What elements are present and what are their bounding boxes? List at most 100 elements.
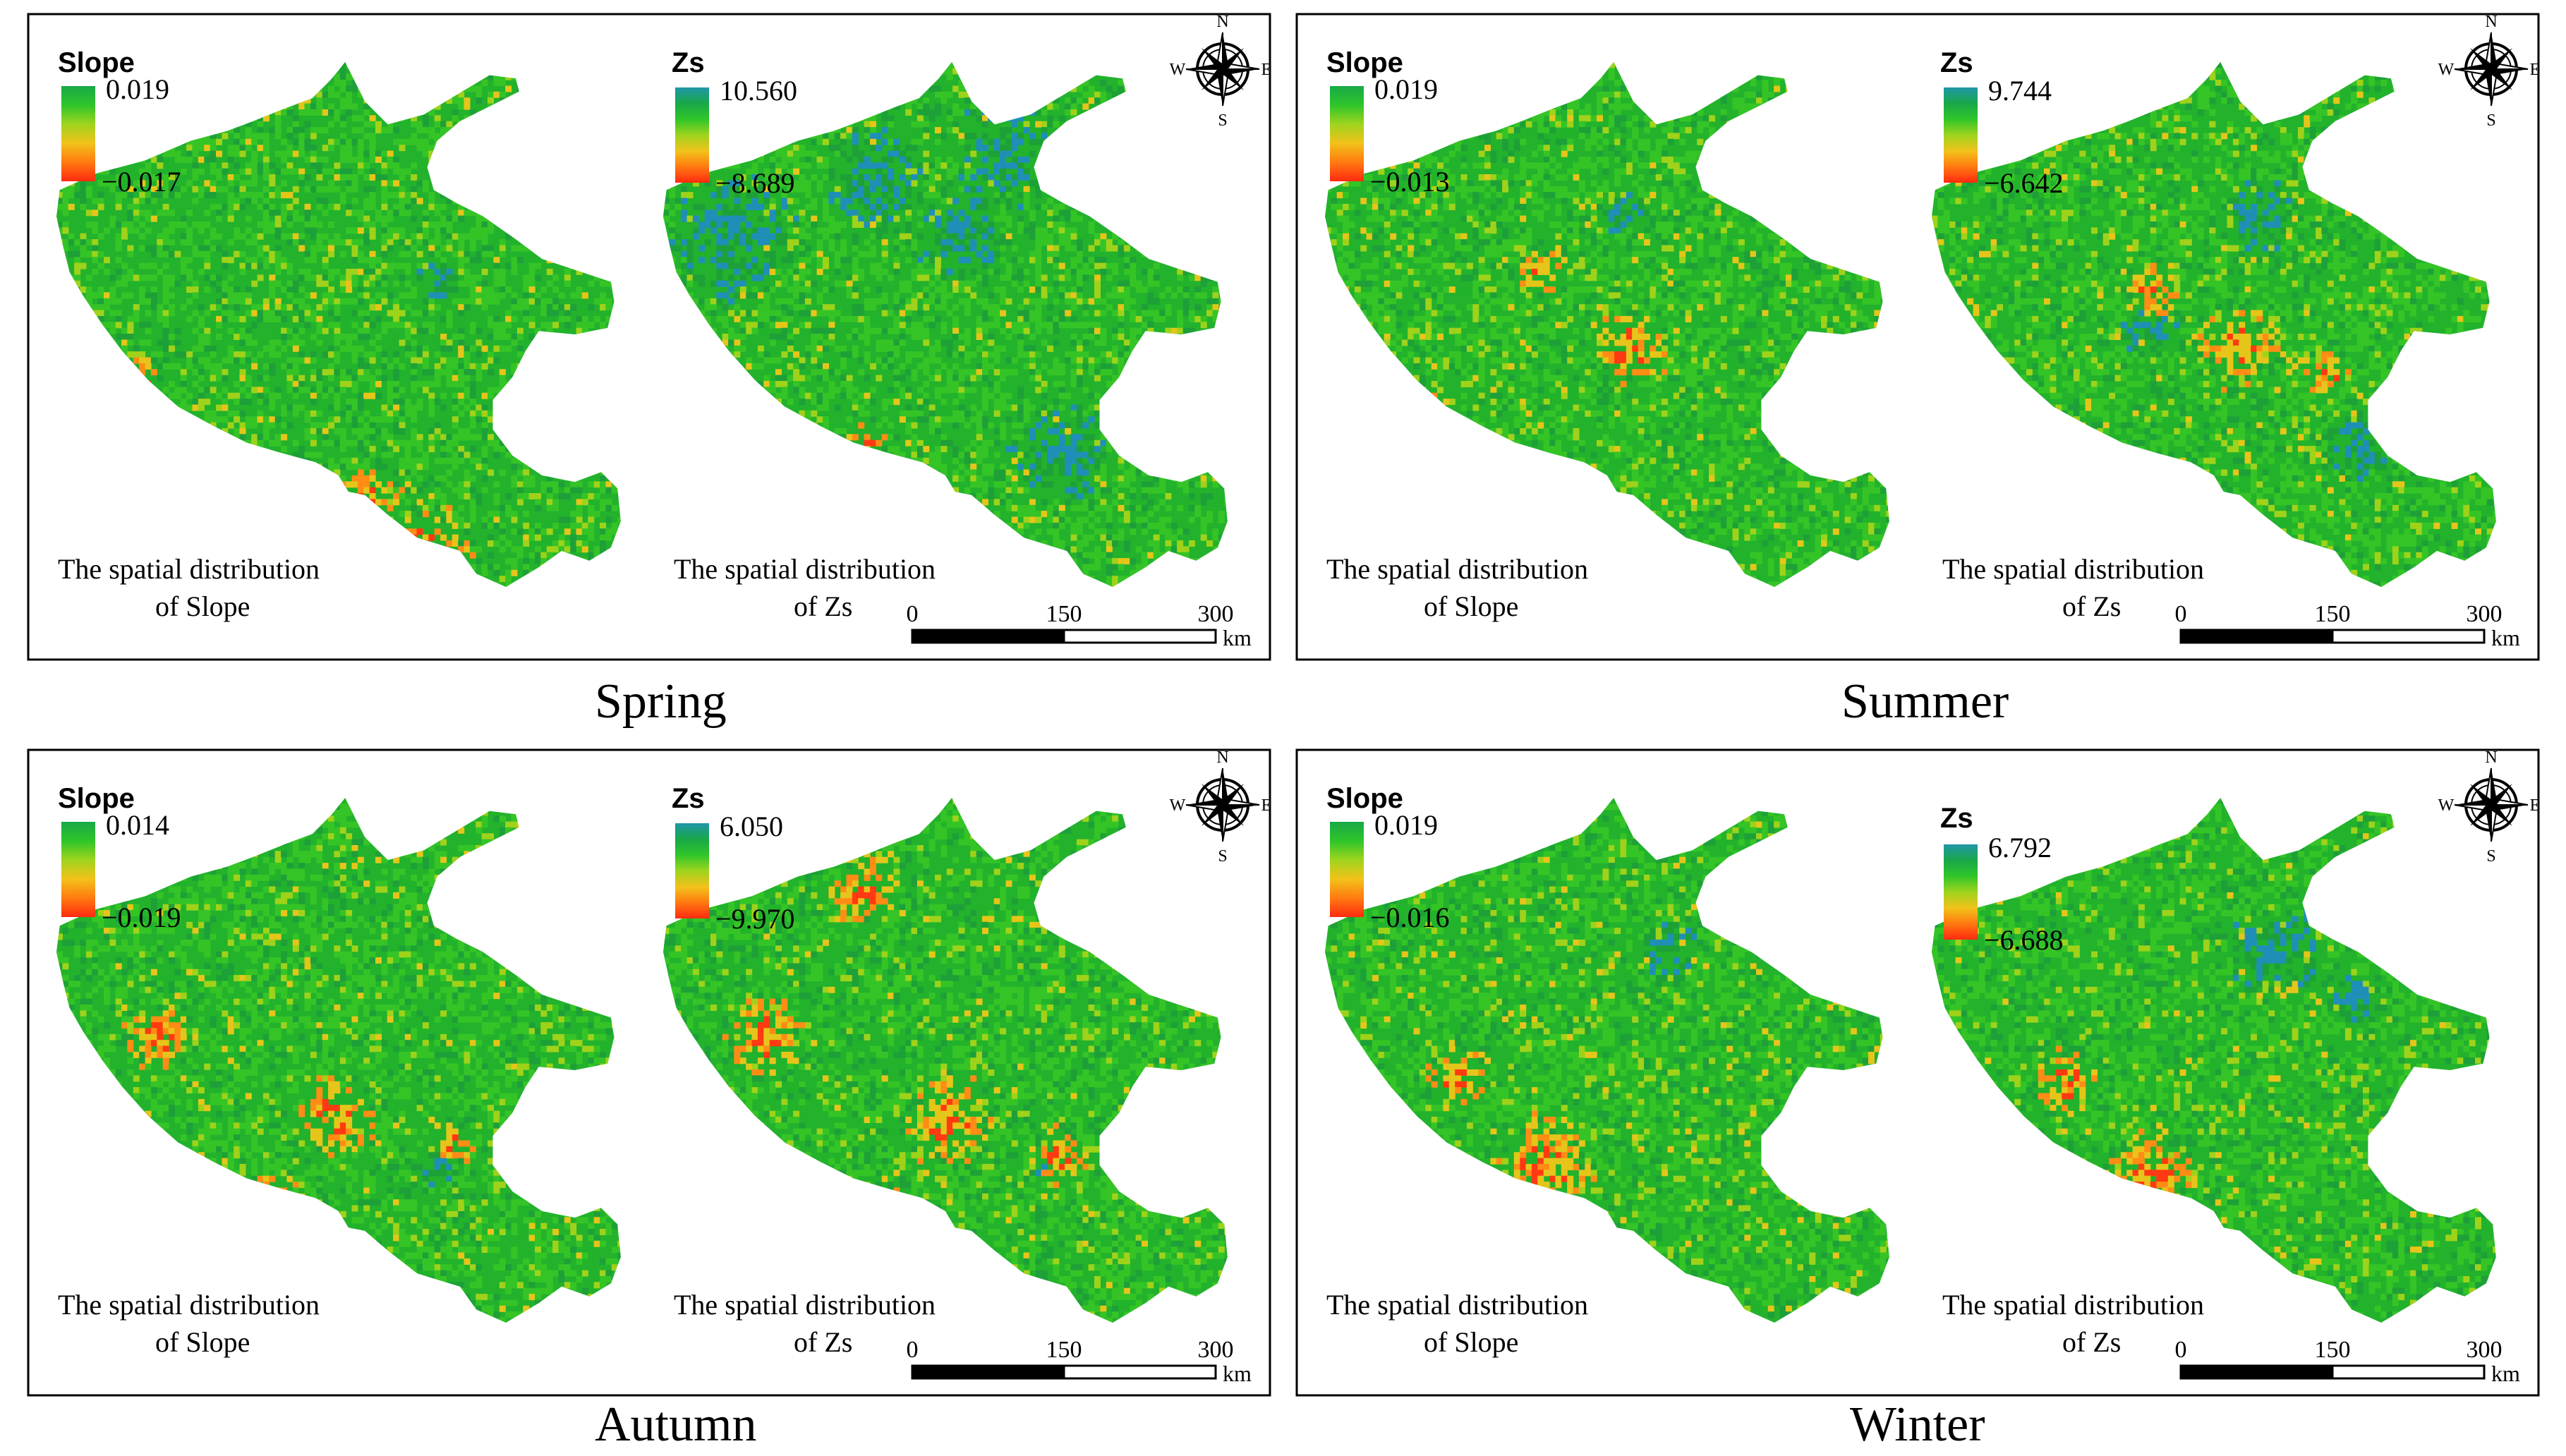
legend-bar	[675, 87, 709, 183]
scale-bar-filled	[2181, 1366, 2332, 1378]
compass-icon: N S E W	[2438, 13, 2541, 130]
scale-tick-300: 300	[2467, 1337, 2503, 1363]
scale-tick-300: 300	[2467, 601, 2503, 627]
compass-w-label: W	[1170, 61, 1186, 79]
compass-n-label: N	[1216, 748, 1228, 767]
legend-bar	[1944, 844, 1978, 940]
legend-max-label: 6.050	[720, 811, 783, 842]
compass-s-label: S	[2486, 847, 2495, 866]
slope-caption-line2: of Slope	[155, 590, 250, 622]
slope-caption-line1: The spatial distribution	[58, 553, 320, 585]
legend-max-label: 6.792	[1988, 832, 2052, 863]
slope-caption-line2: of Slope	[155, 1326, 250, 1358]
zs-caption-line2: of Zs	[2062, 590, 2121, 622]
season-label-summer: Summer	[1841, 674, 2009, 730]
scale-bar-empty	[1063, 629, 1217, 644]
scale-bar-empty	[2331, 1364, 2486, 1380]
zs-legend: Zs 10.560 −8.689	[672, 47, 797, 199]
compass-n-label: N	[2485, 13, 2497, 31]
legend-max-label: 9.744	[1988, 75, 2052, 107]
compass-icon: N S E W	[2438, 748, 2541, 866]
legend-max-label: 10.560	[720, 75, 797, 107]
legend-min-label: −0.019	[102, 902, 181, 933]
compass-icon: N S E W	[1170, 13, 1272, 130]
scale-unit: km	[2491, 625, 2520, 650]
legend-min-label: −9.970	[715, 903, 795, 935]
scale-tick-0: 0	[2175, 1337, 2187, 1363]
compass-e-label: E	[1261, 796, 1272, 815]
slope-caption-line2: of Slope	[1424, 590, 1518, 622]
zs-caption-line1: The spatial distribution	[674, 553, 936, 585]
legend-min-label: −0.017	[102, 166, 181, 198]
legend-title: Slope	[1326, 47, 1403, 78]
scale-tick-300: 300	[1198, 601, 1234, 627]
scale-tick-0: 0	[2175, 601, 2187, 627]
legend-bar	[1944, 87, 1978, 183]
zs-caption-line2: of Zs	[2062, 1326, 2121, 1358]
compass-w-label: W	[2438, 796, 2455, 815]
legend-title: Zs	[1940, 47, 1973, 78]
scale-tick-300: 300	[1198, 1337, 1234, 1363]
zs-legend: Zs 9.744 −6.642	[1940, 47, 2064, 199]
season-label-autumn: Autumn	[595, 1397, 756, 1453]
legend-min-label: −0.013	[1370, 166, 1450, 198]
legend-bar	[1330, 822, 1364, 917]
compass-n-label: N	[1216, 13, 1228, 31]
legend-title: Zs	[672, 783, 705, 814]
legend-title: Slope	[58, 47, 135, 78]
scale-tick-150: 150	[1046, 1337, 1082, 1363]
compass-w-label: W	[1170, 796, 1186, 815]
legend-title: Zs	[1940, 803, 1973, 834]
compass-e-label: E	[1261, 61, 1272, 79]
compass-e-label: E	[2530, 61, 2541, 79]
legend-bar	[61, 86, 95, 181]
scale-tick-150: 150	[2315, 1337, 2351, 1363]
scale-unit: km	[2491, 1361, 2520, 1386]
legend-title: Slope	[1326, 783, 1403, 814]
slope-caption-line1: The spatial distribution	[1326, 553, 1588, 585]
compass-e-label: E	[2530, 796, 2541, 815]
zs-legend: Zs 6.050 −9.970	[672, 783, 795, 935]
scale-bar-empty	[1063, 1364, 1217, 1380]
slope-caption-line2: of Slope	[1424, 1326, 1518, 1358]
compass-w-label: W	[2438, 61, 2455, 79]
legend-max-label: 0.019	[106, 73, 169, 105]
compass-s-label: S	[2486, 111, 2495, 130]
scale-tick-150: 150	[1046, 601, 1082, 627]
zs-caption-line2: of Zs	[794, 590, 852, 622]
scale-bar-filled	[912, 1366, 1064, 1378]
legend-max-label: 0.019	[1374, 809, 1438, 841]
legend-max-label: 0.019	[1374, 73, 1438, 105]
scale-bar-empty	[2331, 629, 2486, 644]
legend-min-label: −6.642	[1984, 167, 2064, 199]
legend-title: Slope	[58, 783, 135, 814]
compass-s-label: S	[1218, 847, 1227, 866]
legend-max-label: 0.014	[106, 809, 169, 841]
legend-title: Zs	[672, 47, 705, 78]
scale-unit: km	[1223, 1361, 1252, 1386]
compass-n-label: N	[2485, 748, 2497, 767]
zs-caption-line1: The spatial distribution	[674, 1289, 936, 1321]
compass-icon: N S E W	[1170, 748, 1272, 866]
legend-min-label: −0.016	[1370, 902, 1450, 933]
scale-bar-filled	[912, 630, 1064, 643]
compass-s-label: S	[1218, 111, 1227, 130]
zs-caption-line1: The spatial distribution	[1942, 553, 2204, 585]
zs-caption-line1: The spatial distribution	[1942, 1289, 2204, 1321]
zs-legend: Zs 6.792 −6.688	[1940, 803, 2064, 956]
scale-tick-0: 0	[907, 601, 919, 627]
legend-bar	[61, 822, 95, 917]
zs-caption-line2: of Zs	[794, 1326, 852, 1358]
scale-tick-0: 0	[907, 1337, 919, 1363]
